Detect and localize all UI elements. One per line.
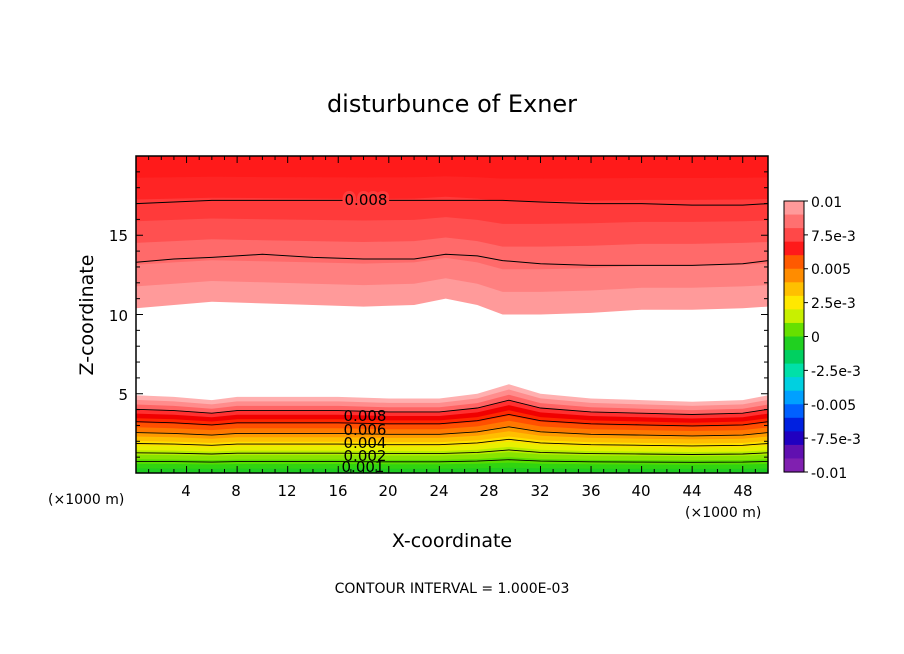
colorbar-swatch — [784, 377, 804, 392]
contour-label: 0.002 — [344, 447, 387, 465]
x-tick-label: 36 — [581, 482, 600, 500]
x-tick-label: 32 — [530, 482, 549, 500]
colorbar-swatch — [784, 201, 804, 216]
colorbar-swatch — [784, 390, 804, 405]
colorbar-frame — [783, 200, 805, 473]
y-tick-label: 10 — [109, 307, 128, 325]
contour-line — [136, 399, 768, 415]
colorbar-swatch — [784, 458, 804, 473]
x-axis-label: X-coordinate — [392, 530, 512, 552]
contour-label: 0.004 — [344, 434, 387, 452]
chart-title: disturbunce of Exner — [327, 90, 577, 118]
colorbar-label: 0.01 — [811, 195, 842, 211]
colorbar-swatch — [784, 404, 804, 419]
colorbar-swatch — [784, 228, 804, 243]
upper-contour-bands — [136, 156, 768, 315]
x-tick-label: 48 — [733, 482, 752, 500]
x-tick-labels: 4 8 12 16 20 24 28 32 36 40 44 48 — [181, 482, 752, 500]
x-unit-left: (×1000 m) — [48, 492, 124, 508]
colorbar-swatch — [784, 282, 804, 297]
colorbar-label: -2.5e-3 — [811, 364, 861, 380]
x-unit-right: (×1000 m) — [685, 505, 761, 521]
colorbar-label: -0.01 — [811, 466, 847, 482]
x-tick-label: 40 — [631, 482, 650, 500]
colorbar-label: 0.005 — [811, 262, 851, 278]
y-axis-label: Z-coordinate — [76, 255, 98, 376]
colorbar-swatch — [784, 295, 804, 310]
colorbar-swatch — [784, 322, 804, 338]
x-tick-label: 12 — [277, 482, 296, 500]
colorbar-label: 2.5e-3 — [811, 296, 856, 312]
colorbar-swatch — [784, 363, 804, 378]
colorbar-swatch — [784, 417, 804, 432]
contour-label: 0.006 — [344, 421, 387, 439]
contour-line — [136, 426, 768, 437]
colorbar — [784, 200, 808, 473]
contour-label: 0.008 — [345, 191, 388, 209]
upper-band-fill — [136, 156, 768, 179]
y-tick-labels: 5 10 15 — [109, 227, 128, 404]
colorbar-labels: 0.01 7.5e-3 0.005 2.5e-3 0 -2.5e-3 -0.00… — [811, 195, 861, 482]
contour-label: 0.008 — [344, 407, 387, 425]
colorbar-swatch — [784, 309, 804, 324]
contour-line — [136, 199, 768, 206]
x-tick-label: 20 — [378, 482, 397, 500]
colorbar-swatch — [784, 431, 804, 446]
colorbar-label: -7.5e-3 — [811, 432, 861, 448]
y-tick-label: 5 — [118, 386, 128, 404]
y-tick-label: 15 — [109, 227, 128, 245]
colorbar-swatch — [784, 255, 804, 270]
colorbar-label: 7.5e-3 — [811, 229, 856, 245]
colorbar-swatch — [784, 241, 804, 256]
lower-contour-bands — [136, 384, 768, 473]
x-tick-label: 16 — [328, 482, 347, 500]
colorbar-swatch — [784, 350, 804, 365]
x-tick-label: 44 — [682, 482, 701, 500]
x-tick-label: 28 — [479, 482, 498, 500]
contour-line — [136, 449, 768, 455]
contour-line — [136, 438, 768, 447]
colorbar-label: 0 — [811, 330, 820, 346]
x-tick-label: 8 — [231, 482, 241, 500]
contour-line — [136, 413, 768, 427]
colorbar-label: -0.005 — [811, 398, 856, 414]
contour-label: 0.001 — [342, 458, 385, 476]
colorbar-swatch — [784, 336, 804, 351]
contour-line — [136, 253, 768, 266]
plot-area — [136, 156, 768, 473]
colorbar-swatch — [784, 214, 804, 229]
colorbar-swatch — [784, 268, 804, 283]
contour-labels: 0.008 0.008 0.006 0.004 0.002 0.001 — [342, 188, 391, 476]
colorbar-swatch — [784, 444, 804, 460]
contour-interval-note: CONTOUR INTERVAL = 1.000E-03 — [335, 581, 570, 597]
x-tick-label: 24 — [429, 482, 448, 500]
contour-line — [136, 459, 768, 463]
axis-ticks — [136, 156, 768, 473]
x-tick-label: 4 — [181, 482, 191, 500]
contour-lines — [136, 199, 768, 463]
